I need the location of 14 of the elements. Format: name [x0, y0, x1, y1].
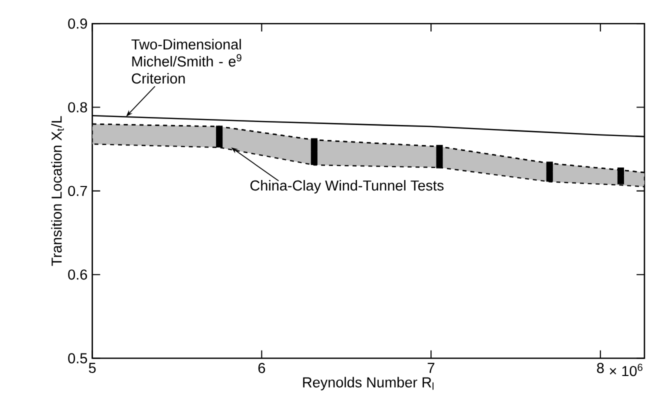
y-tick-label: 0.9 [68, 18, 87, 29]
y-tick-label: 0.5 [68, 353, 88, 364]
x-tick-label: 5 [88, 363, 96, 374]
y-tick-label: 0.7 [68, 186, 87, 196]
x-tick-label: 6 [258, 363, 266, 374]
annotation: China-Clay Wind-Tunnel Tests [250, 180, 444, 194]
y-tick-label: 0.6 [68, 270, 88, 280]
text: Two-Dimensional Michel/Smith - e$^{9}$ Criterion [131, 39, 242, 84]
y-tick-label: 0.8 [68, 102, 88, 113]
y-axis-title: Transition Location X$_{t}$/L [51, 116, 64, 266]
x-tick-label: 8 [597, 363, 604, 374]
x-tick-label: 7 [428, 363, 434, 374]
x-axis-title: Reynolds Number R$_{l}$ [303, 377, 434, 391]
text: × 10$^{6}$ [610, 364, 642, 376]
